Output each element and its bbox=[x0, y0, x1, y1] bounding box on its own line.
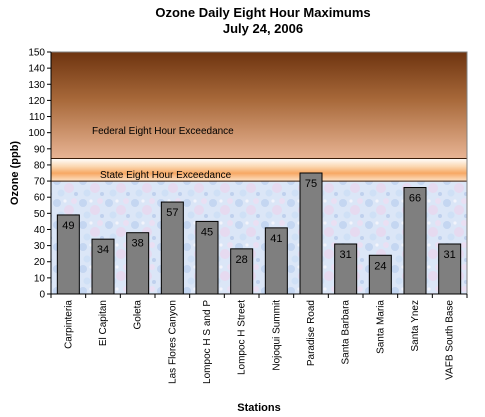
chart-subtitle: July 24, 2006 bbox=[223, 21, 303, 36]
x-tick-label: Santa Ynez bbox=[410, 300, 421, 352]
bar-value-label: 31 bbox=[444, 249, 456, 261]
state-exceedance-label: State Eight Hour Exceedance bbox=[100, 170, 232, 181]
bar-value-label: 31 bbox=[340, 249, 352, 261]
bar-value-label: 75 bbox=[305, 178, 317, 190]
y-axis-title: Ozone (ppb) bbox=[9, 141, 21, 205]
y-tick-label: 10 bbox=[34, 273, 46, 284]
y-tick-label: 150 bbox=[28, 48, 45, 59]
bar bbox=[299, 172, 323, 295]
state-exceedance-band bbox=[51, 158, 467, 182]
bar-value-label: 45 bbox=[201, 226, 213, 238]
y-axis: 0 10 20 30 40 50 60 70 80 90 100 110 120 130 140 150 bbox=[28, 48, 52, 301]
y-tick-label: 110 bbox=[29, 112, 45, 123]
bar-value-label: 41 bbox=[270, 233, 282, 245]
y-tick-label: 120 bbox=[28, 96, 45, 107]
bar-value-label: 24 bbox=[374, 260, 386, 272]
y-tick-label: 130 bbox=[28, 80, 45, 91]
bar-value-label: 28 bbox=[236, 254, 248, 266]
x-tick-label: Goleta bbox=[133, 300, 144, 330]
x-tick-label: El Capitan bbox=[98, 300, 109, 346]
y-tick-label: 50 bbox=[34, 209, 46, 220]
bars bbox=[56, 172, 462, 295]
data-labels: 49 34 38 57 45 28 41 75 31 24 66 31 bbox=[62, 178, 456, 272]
y-tick-label: 60 bbox=[34, 193, 46, 204]
federal-exceedance-band bbox=[51, 52, 467, 159]
y-tick-label: 20 bbox=[34, 257, 46, 268]
y-tick-label: 70 bbox=[34, 177, 46, 188]
y-tick-label: 100 bbox=[28, 128, 45, 139]
bar-value-label: 66 bbox=[409, 193, 421, 205]
x-tick-label: Las Flores Canyon bbox=[167, 300, 178, 384]
x-axis-title: Stations bbox=[237, 402, 280, 414]
normal-range-background bbox=[51, 181, 467, 294]
band-labels: Federal Eight Hour Exceedance State Eight… bbox=[92, 126, 234, 181]
x-tick-label: Carpinteria bbox=[63, 300, 74, 349]
x-tick-label: Paradise Road bbox=[306, 300, 317, 366]
bar-value-label: 57 bbox=[166, 207, 178, 219]
x-tick-label: VAFB South Base bbox=[445, 300, 456, 380]
y-tick-label: 90 bbox=[34, 144, 46, 155]
y-tick-label: 40 bbox=[34, 225, 46, 236]
chart-title: Ozone Daily Eight Hour Maximums bbox=[155, 5, 370, 20]
y-tick-label: 140 bbox=[28, 64, 45, 75]
plot-background bbox=[50, 51, 468, 295]
y-tick-label: 0 bbox=[39, 290, 45, 301]
bar-value-label: 49 bbox=[62, 220, 74, 232]
bar-value-label: 34 bbox=[97, 244, 109, 256]
x-tick-label: Lompoc H Street bbox=[237, 300, 248, 375]
x-tick-label: Nojoqui Summit bbox=[271, 300, 282, 371]
x-tick-label: Lompoc H S and P bbox=[202, 300, 213, 384]
x-tick-label: Santa Barbara bbox=[341, 300, 352, 365]
federal-exceedance-label: Federal Eight Hour Exceedance bbox=[92, 126, 234, 137]
bar-value-label: 38 bbox=[132, 238, 144, 250]
x-tick-label: Santa Maria bbox=[375, 300, 386, 354]
x-axis: Carpinteria El Capitan Goleta Las Flores Ca… bbox=[50, 293, 468, 384]
y-tick-label: 80 bbox=[34, 160, 46, 171]
y-tick-label: 30 bbox=[34, 241, 46, 252]
